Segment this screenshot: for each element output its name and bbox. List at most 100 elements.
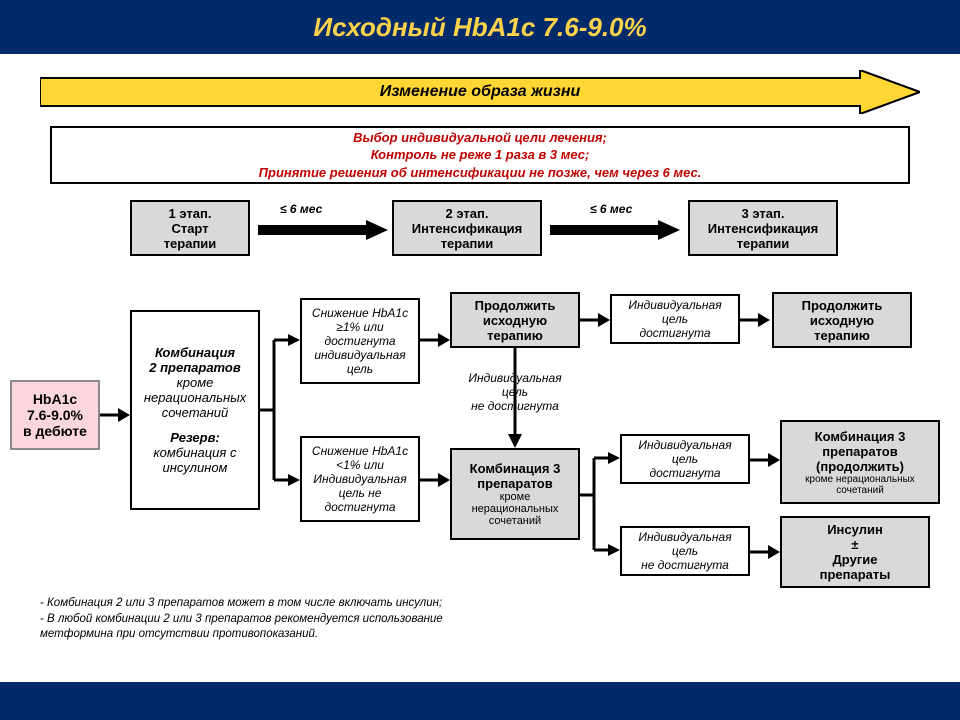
insulin-l1: Инсулин xyxy=(788,522,922,537)
footnotes: - Комбинация 2 или 3 препаратов может в … xyxy=(40,596,600,643)
arrow-dec1a-cont1 xyxy=(420,330,450,350)
combo2-box: Комбинация 2 препаратов кроме нерационал… xyxy=(130,310,260,510)
dec1a-l1: Снижение HbA1c xyxy=(308,306,412,320)
combo2-l7: комбинация с xyxy=(138,445,252,460)
combo2-l4: нерациональных xyxy=(138,390,252,405)
cont1-l2: исходную xyxy=(458,313,572,328)
dec1b-l5: достигнута xyxy=(308,500,412,514)
stage-2-box: 2 этап. Интенсификация терапии xyxy=(392,200,542,256)
insulin-l4: препараты xyxy=(788,567,922,582)
goalNb-l3: не достигнута xyxy=(628,558,742,572)
dec1a-l2: ≥1% или xyxy=(308,320,412,334)
arrow-goalYb-combo3b xyxy=(750,450,780,470)
combo3b-l5: сочетаний xyxy=(788,485,932,496)
stage-3-l2: Интенсификация xyxy=(708,221,819,236)
stage-2-l3: терапии xyxy=(441,236,494,251)
dec1b-l3: Индивидуальная xyxy=(308,472,412,486)
fork-combo3a xyxy=(580,440,620,570)
stage-1-l3: терапии xyxy=(164,236,217,251)
lifestyle-arrow: Изменение образа жизни xyxy=(40,70,920,114)
combo3a-l2: препаратов xyxy=(458,476,572,491)
combo2-l5: сочетаний xyxy=(138,405,252,420)
decision-1a-box: Снижение HbA1c ≥1% или достигнута индиви… xyxy=(300,298,420,384)
combo3b-l3: (продолжить) xyxy=(788,459,932,474)
continue-1-box: Продолжить исходную терапию xyxy=(450,292,580,348)
arrow-stage-1-2 xyxy=(258,218,388,242)
dec1b-l4: цель не xyxy=(308,486,412,500)
stage-3-l1: 3 этап. xyxy=(742,206,785,221)
red-line-2: Контроль не реже 1 раза в 3 мес; xyxy=(371,146,590,164)
arrow-dec1b-combo3a xyxy=(420,470,450,490)
cont2-l3: терапию xyxy=(780,328,904,343)
gap-1-label: ≤ 6 мес xyxy=(280,202,322,216)
combo3b-box: Комбинация 3 препаратов (продолжить) кро… xyxy=(780,420,940,504)
cont1-l1: Продолжить xyxy=(458,298,572,313)
goalYt-l2: цель xyxy=(618,312,732,326)
goalY-top-box: Индивидуальная цель достигнута xyxy=(610,294,740,344)
combo2-l3: кроме xyxy=(138,375,252,390)
goalNb-l1: Индивидуальная xyxy=(628,530,742,544)
combo2-l2: 2 препаратов xyxy=(138,360,252,375)
red-line-1: Выбор индивидуальной цели лечения; xyxy=(353,129,607,147)
stage-3-box: 3 этап. Интенсификация терапии xyxy=(688,200,838,256)
combo3b-l2: препаратов xyxy=(788,444,932,459)
combo3a-l4: нерациональных xyxy=(458,503,572,515)
combo2-l8: инсулином xyxy=(138,460,252,475)
combo3b-l4: кроме нерациональных xyxy=(788,474,932,485)
goalNb-l2: цель xyxy=(628,544,742,558)
footnote-1: - Комбинация 2 или 3 препаратов может в … xyxy=(40,596,600,612)
pink-l2: 7.6-9.0% xyxy=(18,407,92,423)
combo2-l6: Резерв: xyxy=(138,430,252,445)
arrow-stage-2-3 xyxy=(550,218,680,242)
combo3a-box: Комбинация 3 препаратов кроме нерационал… xyxy=(450,448,580,540)
decision-1b-box: Снижение HbA1c <1% или Индивидуальная це… xyxy=(300,436,420,522)
stage-2-l1: 2 этап. xyxy=(446,206,489,221)
insulin-l2: ± xyxy=(788,537,922,552)
footer-band xyxy=(0,682,960,720)
goalYb-l2: цель xyxy=(628,452,742,466)
dec1b-l1: Снижение HbA1c xyxy=(308,444,412,458)
combo3a-l1: Комбинация 3 xyxy=(458,461,572,476)
insulin-l3: Другие xyxy=(788,552,922,567)
cont1-l3: терапию xyxy=(458,328,572,343)
combo3a-l3: кроме xyxy=(458,491,572,503)
combo3a-l5: сочетаний xyxy=(458,515,572,527)
red-criteria-box: Выбор индивидуальной цели лечения; Контр… xyxy=(50,126,910,184)
stage-3-l3: терапии xyxy=(737,236,790,251)
footnote-3: метформина при отсутствии противопоказан… xyxy=(40,627,600,643)
footnote-2: - В любой комбинации 2 или 3 препаратов … xyxy=(40,612,600,628)
goalYt-l3: достигнута xyxy=(618,326,732,340)
goalYb-l3: достигнута xyxy=(628,466,742,480)
dec1a-l4: индивидуальная xyxy=(308,348,412,362)
goalYt-l1: Индивидуальная xyxy=(618,298,732,312)
hba1c-start-box: HbA1c 7.6-9.0% в дебюте xyxy=(10,380,100,450)
combo3b-l1: Комбинация 3 xyxy=(788,429,932,444)
stage-1-l1: 1 этап. xyxy=(169,206,212,221)
goalN-mid-l3: не достигнута xyxy=(456,399,574,413)
arrow-pink-combo2 xyxy=(100,405,130,425)
gap-2-label: ≤ 6 мес xyxy=(590,202,632,216)
goalYb-l1: Индивидуальная xyxy=(628,438,742,452)
dec1b-l2: <1% или xyxy=(308,458,412,472)
stage-1-box: 1 этап. Старт терапии xyxy=(130,200,250,256)
stage-1-l2: Старт xyxy=(171,221,208,236)
goalN-mid-l2: цель xyxy=(456,385,574,399)
dec1a-l5: цель xyxy=(308,362,412,376)
lifestyle-arrow-text: Изменение образа жизни xyxy=(40,70,920,114)
dec1a-l3: достигнута xyxy=(308,334,412,348)
continue-2-box: Продолжить исходную терапию xyxy=(772,292,912,348)
arrow-cont1-goalY xyxy=(580,310,610,330)
slide-title: Исходный HbA1c 7.6-9.0% xyxy=(313,12,646,43)
pink-l3: в дебюте xyxy=(18,423,92,439)
fork-combo2 xyxy=(260,310,300,510)
cont2-l1: Продолжить xyxy=(780,298,904,313)
combo2-l1: Комбинация xyxy=(138,345,252,360)
insulin-box: Инсулин ± Другие препараты xyxy=(780,516,930,588)
stage-2-l2: Интенсификация xyxy=(412,221,523,236)
arrow-goalYt-cont2 xyxy=(740,310,770,330)
goal-not-mid-label: Индивидуальная цель не достигнута xyxy=(450,370,580,414)
arrow-goalNb-insulin xyxy=(750,542,780,562)
red-line-3: Принятие решения об интенсификации не по… xyxy=(259,164,702,182)
slide: Исходный HbA1c 7.6-9.0% Изменение образа… xyxy=(0,0,960,720)
goalY-bottom-box: Индивидуальная цель достигнута xyxy=(620,434,750,484)
